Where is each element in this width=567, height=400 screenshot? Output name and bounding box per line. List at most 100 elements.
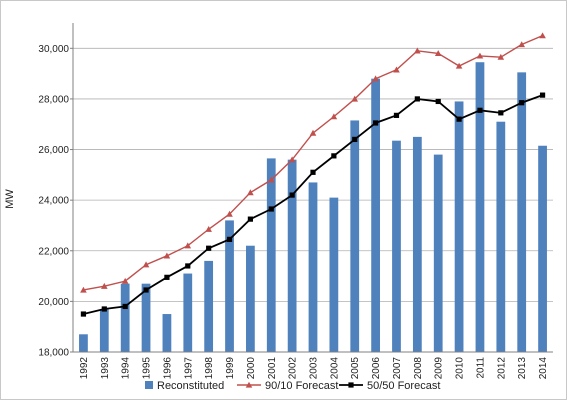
- x-tick-label: 2013: [517, 357, 528, 380]
- legend-item-50-50-forecast: 50/50 Forecast: [339, 380, 440, 392]
- point-90-10-forecast-1992: [80, 286, 87, 293]
- point-50-50-forecast-1998: [206, 245, 212, 251]
- legend-label-90-10-forecast: 90/10 Forecast: [265, 380, 338, 392]
- x-tick-label: 1995: [142, 357, 153, 380]
- point-90-10-forecast-2005: [351, 95, 359, 102]
- x-tick-label: 2000: [246, 357, 257, 380]
- y-tick-label: 20,000: [38, 297, 69, 308]
- legend: Reconstituted 90/10 Forecast 50/50 Forecas…: [145, 380, 440, 392]
- x-tick-label: 2003: [309, 357, 320, 380]
- bar-reconstituted-2006: [371, 78, 380, 352]
- point-90-10-forecast-2000: [247, 189, 254, 196]
- point-50-50-forecast-2002: [289, 192, 295, 198]
- bar-reconstituted-1997: [183, 273, 193, 352]
- bar-reconstituted-1998: [204, 260, 214, 352]
- point-90-10-forecast-1994: [121, 277, 129, 284]
- bar-reconstituted-1994: [120, 283, 130, 352]
- bar-reconstituted-2012: [496, 121, 506, 352]
- y-tick-label: 22,000: [38, 246, 69, 257]
- bar-reconstituted-2002: [287, 159, 297, 352]
- point-50-50-forecast-2013: [519, 100, 525, 106]
- bar-reconstituted-2003: [308, 182, 318, 352]
- bar-reconstituted-2007: [392, 140, 401, 352]
- x-tick-labels: 1992 1993 1994 1995 1996 1997 1998 1999 2000 2001…: [79, 357, 549, 380]
- point-90-10-forecast-2003: [309, 129, 317, 136]
- bar-reconstituted-2011: [475, 62, 485, 352]
- y-tick-labels: 18,000 20,000 22,000 24,000 26,000 28,000 30,0…: [38, 44, 73, 359]
- point-50-50-forecast-2010: [456, 116, 462, 122]
- point-90-10-forecast-1999: [226, 210, 233, 217]
- x-tick-label: 1996: [162, 357, 173, 380]
- bar-series-reconstituted: [79, 62, 547, 352]
- point-50-50-forecast-2011: [477, 107, 483, 113]
- x-tick-label: 1997: [183, 357, 194, 380]
- legend-label-50-50-forecast: 50/50 Forecast: [367, 380, 440, 392]
- bar-reconstituted-1996: [162, 314, 172, 352]
- point-50-50-forecast-2006: [373, 120, 379, 126]
- x-tick-label: 2005: [350, 357, 361, 380]
- x-tick-label: 2011: [475, 357, 486, 379]
- bar-reconstituted-1992: [79, 334, 88, 352]
- legend-marker-90-10-forecast: [245, 381, 253, 388]
- point-90-10-forecast-2006: [372, 75, 379, 82]
- point-50-50-forecast-1996: [164, 274, 170, 280]
- bar-reconstituted-1995: [141, 283, 151, 352]
- point-90-10-forecast-2011: [476, 52, 484, 59]
- bar-reconstituted-2014: [538, 145, 547, 352]
- legend-item-90-10-forecast: 90/10 Forecast: [237, 380, 338, 392]
- bar-reconstituted-2010: [454, 101, 464, 352]
- x-tick-label: 2004: [329, 357, 340, 380]
- point-90-10-forecast-2014: [539, 32, 546, 39]
- point-50-50-forecast-2007: [393, 112, 400, 118]
- legend-swatch-reconstituted: [145, 381, 153, 389]
- point-50-50-forecast-1999: [226, 236, 233, 242]
- y-tick-label: 26,000: [38, 145, 69, 156]
- bar-reconstituted-2000: [246, 245, 255, 352]
- y-tick-label: 18,000: [38, 348, 69, 359]
- point-90-10-forecast-1996: [163, 252, 171, 259]
- point-50-50-forecast-1997: [185, 263, 191, 269]
- point-90-10-forecast-2004: [330, 113, 338, 120]
- point-90-10-forecast-1998: [205, 225, 212, 232]
- point-50-50-forecast-1995: [143, 287, 149, 293]
- x-tick-label: 2012: [496, 357, 507, 380]
- point-90-10-forecast-2001: [267, 176, 275, 183]
- bar-reconstituted-1999: [225, 220, 234, 352]
- point-90-10-forecast-2012: [497, 53, 505, 60]
- point-50-50-forecast-2014: [539, 92, 546, 98]
- line-series: [80, 32, 546, 317]
- x-tick-label: 1998: [204, 357, 215, 380]
- point-90-10-forecast-2002: [288, 156, 296, 163]
- line-series-90-10-forecast: [80, 32, 546, 293]
- point-50-50-forecast-2012: [498, 110, 504, 116]
- x-tick-label: 2014: [538, 357, 549, 380]
- point-90-10-forecast-2007: [393, 66, 400, 73]
- point-50-50-forecast-1992: [80, 311, 87, 317]
- bar-reconstituted-2009: [433, 154, 443, 352]
- point-50-50-forecast-2008: [414, 96, 420, 102]
- y-tick-label: 24,000: [38, 196, 69, 207]
- bar-reconstituted-1993: [99, 308, 109, 352]
- point-50-50-forecast-2004: [331, 153, 337, 159]
- y-tick-label: 30,000: [38, 44, 69, 55]
- point-90-10-forecast-1997: [184, 242, 192, 249]
- x-tick-label: 2008: [413, 357, 424, 380]
- point-90-10-forecast-2010: [455, 62, 463, 69]
- bar-reconstituted-2013: [517, 72, 527, 352]
- point-50-50-forecast-2009: [435, 98, 441, 105]
- legend-label-reconstituted: Reconstituted: [157, 380, 224, 392]
- x-tick-label: 1994: [121, 357, 132, 380]
- point-90-10-forecast-1993: [101, 282, 108, 289]
- y-tick-label: 28,000: [38, 94, 69, 105]
- point-50-50-forecast-2003: [310, 169, 316, 175]
- bar-reconstituted-2005: [350, 120, 360, 352]
- point-50-50-forecast-2005: [352, 136, 358, 143]
- bar-reconstituted-2004: [329, 197, 339, 352]
- x-tick-label: 1999: [225, 357, 236, 380]
- bar-reconstituted-2008: [412, 136, 422, 352]
- point-90-10-forecast-2009: [434, 50, 442, 57]
- x-tick-label: 2001: [267, 357, 278, 380]
- line-series-50-50-forecast: [80, 92, 546, 317]
- x-tick-label: 1993: [100, 357, 111, 380]
